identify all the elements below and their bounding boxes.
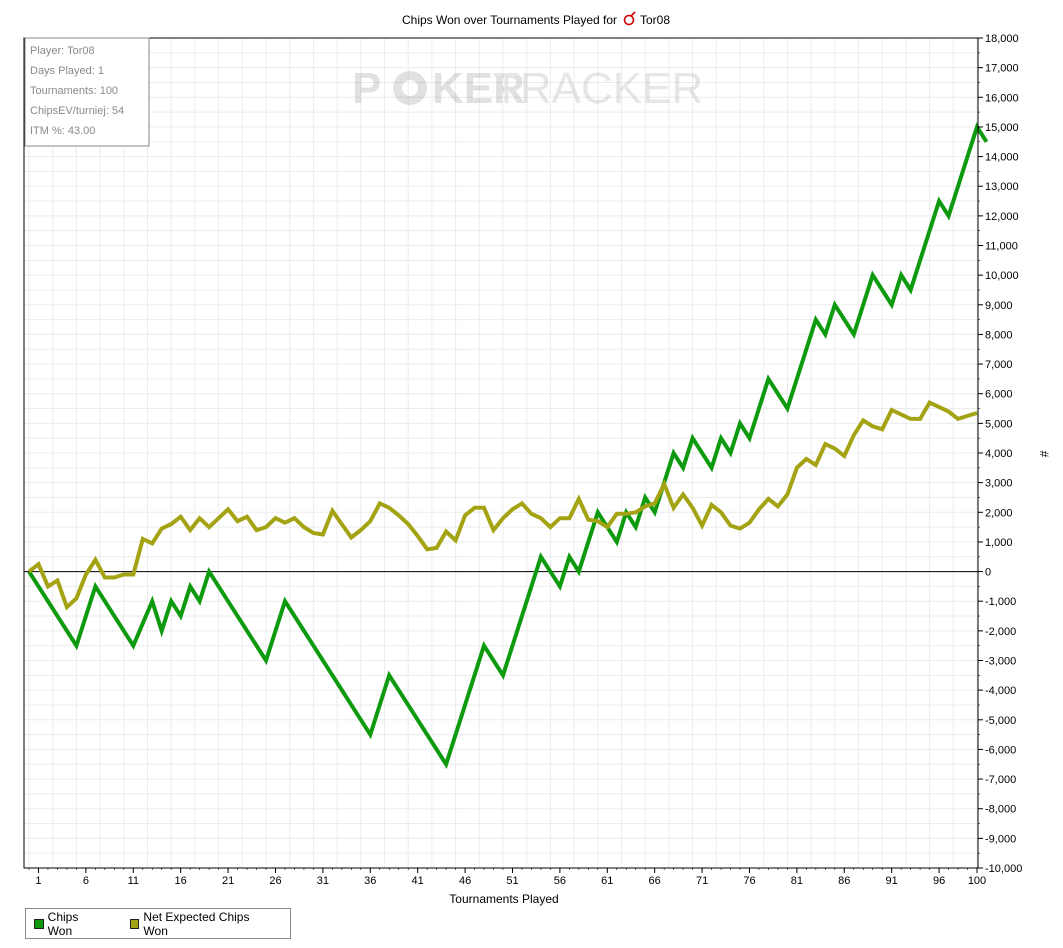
legend-label-net-expected: Net Expected Chips Won (143, 909, 250, 938)
x-tick-label: 41 (412, 875, 424, 887)
y-tick-label: 16,000 (985, 92, 1019, 104)
pokertracker-watermark: P KER TRACKER (352, 64, 703, 113)
x-tick-label: 100 (968, 875, 986, 887)
y-tick-label: 18,000 (985, 33, 1019, 45)
y-tick-label: 13,000 (985, 181, 1019, 193)
chart-grid (24, 37, 978, 869)
y-tick-label: 11,000 (985, 241, 1018, 253)
series-chips-won (27, 122, 989, 769)
y-tick-label: -4,000 (985, 685, 1016, 697)
legend-label-chips-won: Chips Won (47, 909, 79, 938)
y-tick-label: -1,000 (985, 596, 1016, 608)
y-tick-label: 4,000 (985, 448, 1013, 460)
legend-swatch-chips-won (34, 918, 44, 929)
pokerstars-icon (623, 11, 636, 26)
chart-title-player: Tor08 (640, 13, 670, 27)
y-tick-label: 15,000 (985, 122, 1019, 134)
chart-title: Chips Won over Tournaments Played for (402, 13, 617, 27)
x-tick-label: 1 (35, 875, 41, 887)
y-tick-label: -8,000 (985, 804, 1016, 816)
x-tick-label: 36 (364, 875, 376, 887)
x-axis-label: Tournaments Played (449, 892, 558, 906)
y-tick-label: -2,000 (985, 626, 1016, 638)
y-tick-label: 12,000 (985, 211, 1019, 223)
x-axis: 1 6 11 16 21 26 31 36 41 46 51 56 61 66 71 76 81 86 91 96 10… (28, 868, 986, 887)
info-player: Player: Tor08 (30, 45, 95, 57)
x-tick-label: 86 (838, 875, 850, 887)
info-chipsev: ChipsEV/turniej: 54 (30, 105, 124, 117)
x-tick-label: 26 (269, 875, 281, 887)
x-tick-label: 51 (506, 875, 518, 887)
y-tick-label: 14,000 (985, 152, 1019, 164)
y-tick-label: 10,000 (985, 270, 1019, 282)
x-tick-label: 16 (175, 875, 187, 887)
y-tick-label: 1,000 (985, 537, 1013, 549)
x-tick-label: 66 (649, 875, 661, 887)
y-tick-label: 0 (985, 567, 991, 579)
y-tick-label: -7,000 (985, 774, 1016, 786)
info-itm: ITM %: 43.00 (30, 125, 95, 137)
y-axis: 18,000 17,000 16,000 15,000 14,000 13,000 12,0… (978, 33, 1022, 875)
y-tick-label: -6,000 (985, 744, 1016, 756)
svg-text:KER: KER (432, 64, 525, 113)
y-tick-label: -5,000 (985, 715, 1016, 727)
info-box: Player: Tor08 Days Played: 1 Tournaments… (24, 37, 150, 147)
y-tick-label: 9,000 (985, 300, 1013, 312)
legend-item-chips-won[interactable]: Chips Won (34, 910, 104, 938)
info-days: Days Played: 1 (30, 65, 104, 77)
y-tick-label: -9,000 (985, 833, 1016, 845)
legend-item-net-expected[interactable]: Net Expected Chips Won (129, 909, 272, 938)
y-tick-label: -10,000 (985, 863, 1022, 875)
x-tick-label: 96 (933, 875, 945, 887)
x-tick-label: 81 (791, 875, 803, 887)
y-tick-label: 17,000 (985, 63, 1019, 75)
x-tick-label: 46 (459, 875, 471, 887)
y-tick-label: -3,000 (985, 656, 1016, 668)
x-tick-label: 21 (222, 875, 234, 887)
y-tick-label: 2,000 (985, 507, 1013, 519)
x-tick-label: 61 (601, 875, 613, 887)
x-tick-label: 6 (83, 875, 89, 887)
y-tick-label: 7,000 (985, 359, 1013, 371)
x-tick-label: 91 (886, 875, 898, 887)
y-tick-label: 5,000 (985, 418, 1013, 430)
series-net-expected (27, 400, 978, 611)
series-lines (27, 122, 989, 769)
legend: Chips Won Net Expected Chips Won (25, 908, 291, 939)
x-tick-label: 76 (743, 875, 755, 887)
y-axis-label: # (1037, 451, 1051, 458)
info-tournaments: Tournaments: 100 (30, 85, 118, 97)
y-tick-label: 3,000 (985, 478, 1013, 490)
legend-swatch-net-expected (129, 918, 140, 929)
x-tick-label: 31 (317, 875, 329, 887)
svg-text:TRACKER: TRACKER (493, 64, 703, 113)
x-tick-label: 11 (128, 875, 139, 887)
y-tick-label: 8,000 (985, 329, 1013, 341)
svg-text:P: P (352, 64, 381, 113)
x-tick-label: 71 (696, 875, 708, 887)
x-tick-label: 56 (554, 875, 566, 887)
y-tick-label: 6,000 (985, 389, 1013, 401)
